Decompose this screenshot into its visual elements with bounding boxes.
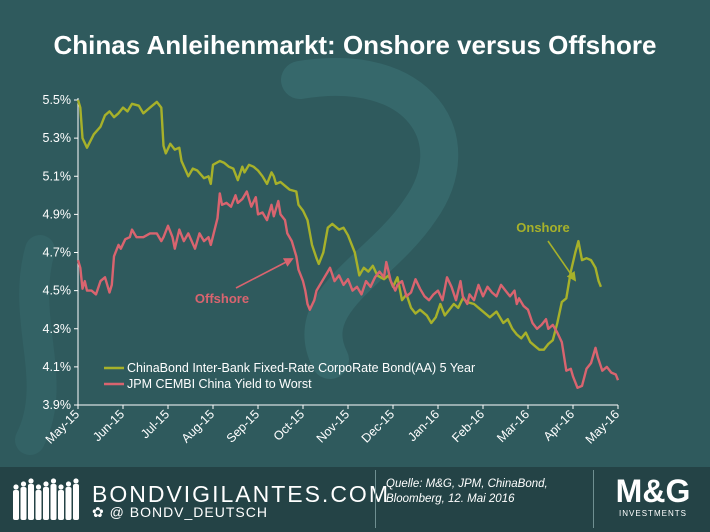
- person-body: [43, 487, 49, 520]
- y-tick-label: 4.9%: [43, 207, 72, 221]
- twitter-handle[interactable]: ✿ @ BONDV_DEUTSCH: [92, 504, 268, 521]
- person-body: [28, 484, 34, 520]
- legend-label: JPM CEMBI China Yield to Worst: [127, 377, 312, 391]
- chart-background-watermark: [15, 57, 459, 455]
- person-body: [20, 487, 27, 520]
- x-tick-label: Apr-16: [541, 407, 577, 443]
- y-tick-label: 3.9%: [43, 398, 72, 412]
- chart-title: Chinas Anleihenmarkt: Onshore versus Off…: [53, 30, 657, 60]
- people-silhouette-icon: [13, 478, 79, 520]
- onshore-series-line: [76, 99, 603, 351]
- x-tick-label: Nov-15: [314, 407, 352, 445]
- x-tick-label: May-16: [583, 407, 622, 446]
- person-body: [58, 490, 64, 520]
- x-tick-label: Jul-15: [138, 407, 172, 441]
- watermark-shape: [281, 57, 459, 379]
- series-lines: [76, 99, 620, 389]
- y-tick-label: 5.3%: [43, 131, 72, 145]
- bird-icon: ✿: [92, 504, 105, 520]
- person-body: [50, 484, 57, 520]
- source-note: Quelle: M&G, JPM, ChinaBond, Bloomberg, …: [386, 477, 576, 507]
- annotation-offshore: Offshore: [195, 291, 249, 306]
- annotations: Onshore Offshore: [195, 220, 577, 306]
- x-tick-label: Dec-15: [359, 407, 397, 445]
- person-body: [35, 490, 42, 520]
- y-tick-label: 5.1%: [43, 169, 72, 183]
- chart-area: 5.5% 5.3% 5.1% 4.9% 4.7% 4.5% 4.3% 4.1% 3.9% May…: [15, 57, 623, 455]
- legend: ChinaBond Inter-Bank Fixed-Rate CorpoRat…: [104, 361, 475, 391]
- y-tick-label: 5.5%: [43, 93, 72, 107]
- person-head: [35, 484, 42, 490]
- handle-text: @ BONDV_DEUTSCH: [109, 504, 268, 520]
- person-head: [43, 481, 49, 487]
- footer-divider: [375, 470, 376, 528]
- person-head: [20, 481, 27, 487]
- source-line-1: Quelle: M&G, JPM, ChinaBond,: [386, 478, 548, 490]
- y-tick-labels: 5.5% 5.3% 5.1% 4.9% 4.7% 4.5% 4.3% 4.1% 3.9%: [43, 93, 78, 412]
- person-head: [13, 484, 19, 490]
- footer-bar: [0, 467, 710, 532]
- footer-divider: [593, 470, 594, 528]
- watermark-shape: [15, 235, 57, 455]
- brand-text: BONDVIGILANTES.COM: [92, 481, 390, 507]
- x-tick-label: Feb-16: [449, 407, 487, 445]
- legend-label: ChinaBond Inter-Bank Fixed-Rate CorpoRat…: [127, 361, 475, 375]
- person-head: [28, 478, 34, 484]
- mg-logo: M&G INVESTMENTS: [598, 473, 708, 518]
- y-tick-label: 4.3%: [43, 322, 72, 336]
- offshore-series-line: [76, 190, 620, 389]
- person-body: [13, 490, 19, 520]
- y-tick-label: 4.5%: [43, 284, 72, 298]
- logo-name: M&G: [615, 473, 691, 509]
- x-tick-label: Jan-16: [405, 407, 442, 444]
- logo-subtitle: INVESTMENTS: [619, 509, 687, 518]
- x-tick-label: Sep-15: [224, 407, 262, 445]
- person-head: [73, 478, 79, 484]
- y-tick-label: 4.1%: [43, 360, 72, 374]
- person-head: [58, 484, 64, 490]
- person-head: [65, 481, 72, 487]
- x-tick-label: Mar-16: [494, 407, 532, 445]
- annotation-arrow-offshore: [235, 258, 294, 289]
- y-tick-label: 4.7%: [43, 246, 72, 260]
- x-tick-labels: May-15 Jun-15 Jul-15 Aug-15 Sep-15 Oct-15 Nov-…: [43, 405, 622, 447]
- x-tick-label: Oct-15: [271, 407, 307, 443]
- person-body: [65, 487, 72, 520]
- annotation-arrow-onshore: [547, 240, 577, 282]
- person-head: [50, 478, 57, 484]
- annotation-onshore: Onshore: [516, 220, 569, 235]
- x-tick-label: Jun-15: [90, 407, 127, 444]
- x-tick-label: Aug-15: [179, 407, 217, 445]
- person-body: [73, 484, 79, 520]
- source-line-2: Bloomberg, 12. Mai 2016: [386, 493, 515, 505]
